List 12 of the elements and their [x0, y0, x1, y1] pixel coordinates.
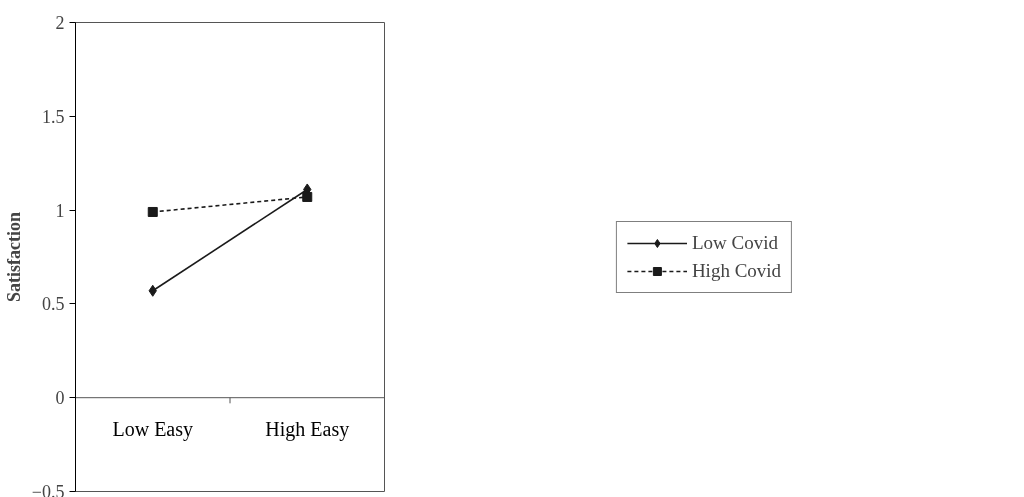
y-tick-label: 0 [55, 388, 65, 409]
y-tick-label: 0.5 [42, 294, 65, 315]
y-tick-label: 2 [55, 13, 65, 33]
point [147, 206, 158, 217]
y-axis-title: Satisfaction [3, 212, 24, 302]
legend-label: High Covid [691, 259, 782, 282]
legend-label: Low Covid [691, 231, 778, 254]
x-tick-label: High Easy [265, 417, 350, 441]
x-tick-label: Low Easy [112, 417, 194, 441]
y-tick-label: −0.5 [31, 481, 65, 497]
y-tick-label: 1.5 [42, 106, 65, 127]
y-tick-label: 1 [55, 200, 65, 221]
